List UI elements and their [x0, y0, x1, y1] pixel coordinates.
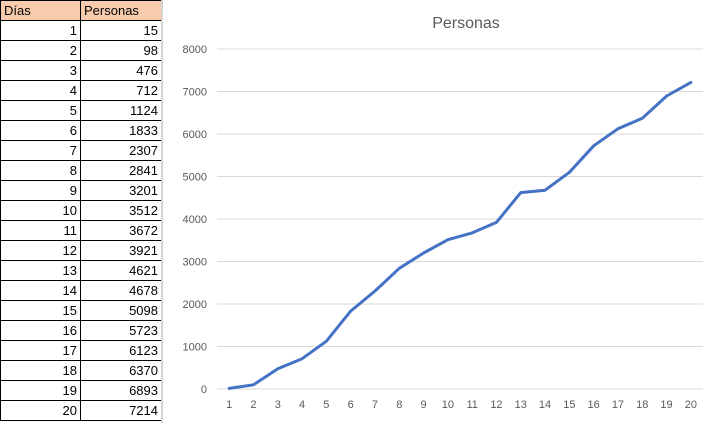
- table-row: 4 712: [0, 80, 162, 101]
- header-personas[interactable]: Personas: [80, 0, 162, 21]
- cell-dia[interactable]: 9: [0, 180, 81, 201]
- table-row: 14 4678: [0, 280, 162, 301]
- table-row: 1 15: [0, 20, 162, 41]
- table-row: 8 2841: [0, 160, 162, 181]
- cell-dia[interactable]: 14: [0, 280, 81, 301]
- cell-dia[interactable]: 3: [0, 60, 81, 81]
- cell-dia[interactable]: 11: [0, 220, 81, 241]
- chart-svg: Personas 0 1000 2000 3000 4000 5000 6000 7000 800…: [183, 15, 703, 411]
- x-tick-label: 19: [660, 399, 672, 411]
- cell-dia[interactable]: 17: [0, 340, 81, 361]
- cell-dia[interactable]: 6: [0, 120, 81, 141]
- y-tick-label: 0: [201, 384, 207, 396]
- cell-personas[interactable]: 4678: [80, 280, 162, 301]
- x-tick-label: 1: [226, 399, 232, 411]
- x-tick-label: 2: [250, 399, 256, 411]
- cell-dia[interactable]: 2: [0, 40, 81, 61]
- cell-personas[interactable]: 6123: [80, 340, 162, 361]
- table-row: 13 4621: [0, 260, 162, 281]
- table-row: 20 7214: [0, 400, 162, 421]
- cell-personas[interactable]: 4621: [80, 260, 162, 281]
- table-row: 6 1833: [0, 120, 162, 141]
- x-tick-label: 13: [515, 399, 527, 411]
- x-tick-label: 20: [685, 399, 697, 411]
- cell-personas[interactable]: 712: [80, 80, 162, 101]
- table-row: 19 6893: [0, 380, 162, 401]
- table-row: 18 6370: [0, 360, 162, 381]
- x-tick-label: 12: [490, 399, 502, 411]
- cell-dia[interactable]: 4: [0, 80, 81, 101]
- cell-dia[interactable]: 19: [0, 380, 81, 401]
- table-row: 17 6123: [0, 340, 162, 361]
- cell-personas[interactable]: 5098: [80, 300, 162, 321]
- cell-personas[interactable]: 15: [80, 20, 162, 41]
- table-header-row: Días Personas: [0, 0, 162, 21]
- y-tick-label: 5000: [183, 172, 207, 184]
- x-tick-label: 11: [466, 399, 477, 411]
- cell-personas[interactable]: 7214: [80, 400, 162, 421]
- cell-dia[interactable]: 1: [0, 20, 81, 41]
- cell-personas[interactable]: 6370: [80, 360, 162, 381]
- x-tick-label: 15: [563, 399, 575, 411]
- x-tick-label: 6: [348, 399, 354, 411]
- x-tick-label: 3: [275, 399, 281, 411]
- x-tick-label: 8: [396, 399, 402, 411]
- series-line-personas: [227, 80, 693, 390]
- cell-personas[interactable]: 98: [80, 40, 162, 61]
- x-tick-label: 9: [420, 399, 426, 411]
- cell-personas[interactable]: 3672: [80, 220, 162, 241]
- y-tick-label: 7000: [183, 87, 207, 99]
- x-tick-label: 14: [539, 399, 551, 411]
- x-tick-label: 7: [372, 399, 378, 411]
- y-tick-label: 3000: [183, 257, 207, 269]
- y-tick-label: 4000: [183, 214, 207, 226]
- cell-personas[interactable]: 2307: [80, 140, 162, 161]
- cell-personas[interactable]: 6893: [80, 380, 162, 401]
- x-tick-label: 16: [588, 399, 600, 411]
- y-tick-label: 2000: [183, 299, 207, 311]
- cell-personas[interactable]: 5723: [80, 320, 162, 341]
- y-tick-label: 8000: [183, 44, 207, 56]
- cell-personas[interactable]: 476: [80, 60, 162, 81]
- sheet-divider: [161, 0, 163, 423]
- cell-personas[interactable]: 3921: [80, 240, 162, 261]
- cell-dia[interactable]: 10: [0, 200, 81, 221]
- table-row: 7 2307: [0, 140, 162, 161]
- table-row: 9 3201: [0, 180, 162, 201]
- x-tick-label: 17: [612, 399, 624, 411]
- line-chart[interactable]: Personas 0 1000 2000 3000 4000 5000 6000 7000 800…: [163, 0, 722, 423]
- cell-personas[interactable]: 3201: [80, 180, 162, 201]
- table-row: 16 5723: [0, 320, 162, 341]
- cell-dia[interactable]: 15: [0, 300, 81, 321]
- table-row: 3 476: [0, 60, 162, 81]
- spreadsheet-table[interactable]: Días Personas 1 15 2 98 3 476 4 712 5 1124 6 1833 7 2…: [0, 0, 162, 423]
- x-tick-label: 10: [442, 399, 454, 411]
- table-row: 12 3921: [0, 240, 162, 261]
- x-tick-label: 5: [323, 399, 329, 411]
- cell-dia[interactable]: 5: [0, 100, 81, 121]
- cell-personas[interactable]: 2841: [80, 160, 162, 181]
- cell-dia[interactable]: 7: [0, 140, 81, 161]
- cell-dia[interactable]: 18: [0, 360, 81, 381]
- cell-dia[interactable]: 13: [0, 260, 81, 281]
- x-tick-label: 4: [299, 399, 305, 411]
- chart-title: Personas: [432, 15, 500, 32]
- cell-dia[interactable]: 20: [0, 400, 81, 421]
- y-tick-label: 6000: [183, 129, 207, 141]
- table-row: 11 3672: [0, 220, 162, 241]
- y-tick-label: 1000: [183, 342, 207, 354]
- cell-dia[interactable]: 8: [0, 160, 81, 181]
- table-row: 5 1124: [0, 100, 162, 121]
- header-dias[interactable]: Días: [0, 0, 81, 21]
- table-row: 10 3512: [0, 200, 162, 221]
- cell-dia[interactable]: 12: [0, 240, 81, 261]
- x-tick-label: 18: [636, 399, 648, 411]
- table-row: 2 98: [0, 40, 162, 61]
- cell-dia[interactable]: 16: [0, 320, 81, 341]
- table-row: 15 5098: [0, 300, 162, 321]
- cell-personas[interactable]: 1833: [80, 120, 162, 141]
- cell-personas[interactable]: 3512: [80, 200, 162, 221]
- cell-personas[interactable]: 1124: [80, 100, 162, 121]
